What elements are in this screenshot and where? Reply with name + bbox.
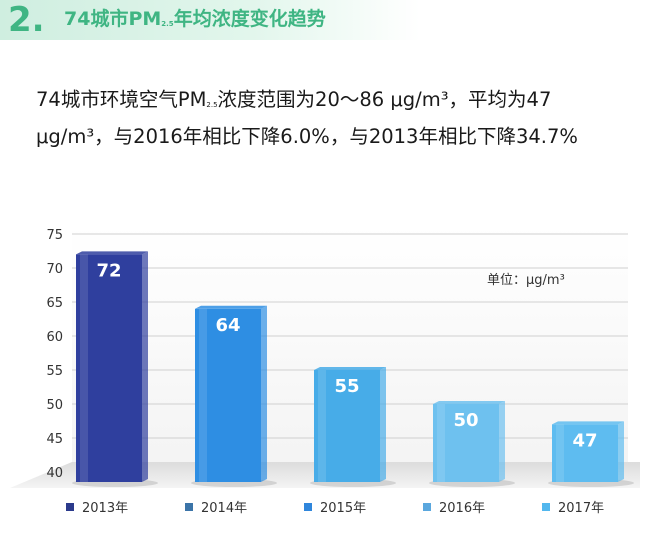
bar-side [142,251,148,482]
bar-chart: 40 45 50 55 60 65 70 75 72 64 55 50 47 单位：μg/m³ 201… [10,224,640,516]
bar-highlight [318,370,326,482]
summary-part2: 浓度范围为20～86 μg/m³，平均为47 μg/m³，与2016年相比下降6… [36,88,578,148]
bar-highlight [199,308,207,482]
bar-highlight [437,404,445,482]
title-main: 74城市PM [64,8,162,30]
title-rest: 年均浓度变化趋势 [173,8,326,30]
summary-subscript: 2.5 [206,101,218,109]
bar-top [552,421,624,425]
legend-swatch [304,503,312,511]
bar-top [314,367,386,370]
bar-side [261,305,267,482]
y-tick-label: 60 [46,330,63,345]
bar-value-label: 50 [453,410,478,431]
bar-value-label: 47 [572,430,597,451]
bar-value-label: 64 [215,315,240,336]
bar-group: 47 [548,421,634,487]
summary-part1: 74城市环境空气PM [36,88,207,111]
legend-label: 2017年 [558,501,604,516]
bar-group: 64 [191,305,277,487]
y-tick-label: 45 [46,432,63,447]
legend-swatch [66,503,74,511]
legend-swatch [542,503,550,511]
section-banner: 2. 74城市PM2.5年均浓度变化趋势 [0,0,420,40]
bar-group: 50 [429,401,515,487]
section-number: 2. [8,0,45,40]
bar-side [380,367,386,482]
bar-side [618,421,624,482]
bar [433,404,499,482]
bar [76,254,142,482]
bar-group: 55 [310,367,396,487]
bar-value-label: 55 [334,376,359,397]
legend-item: 2014年 [185,501,247,516]
bar-highlight [80,254,88,482]
title-subscript: 2.5 [161,20,174,28]
y-tick-label: 70 [46,262,63,277]
unit-label: 单位：μg/m³ [487,273,565,288]
bar [552,424,618,482]
y-tick-label: 50 [46,398,63,413]
bar-top [195,305,267,309]
y-axis-ticks: 40 45 50 55 60 65 70 75 [46,228,63,481]
y-tick-label: 40 [46,466,63,481]
legend-label: 2014年 [201,501,247,516]
bar [314,370,380,482]
legend-label: 2015年 [320,501,366,516]
bar-top [433,401,505,404]
legend-item: 2016年 [423,501,485,516]
y-tick-label: 75 [46,228,63,243]
summary-text: 74城市环境空气PM2.5浓度范围为20～86 μg/m³，平均为47 μg/m… [36,84,616,152]
y-tick-label: 65 [46,296,63,311]
bar-highlight [556,424,564,482]
legend-item: 2017年 [542,501,604,516]
legend-label: 2016年 [439,501,485,516]
bar [195,308,261,482]
bar-top [76,251,148,255]
bar-value-label: 72 [96,260,121,281]
bar-side [499,401,505,482]
legend-item: 2013年 [66,501,128,516]
legend-swatch [185,503,193,511]
legend-swatch [423,503,431,511]
legend-item: 2015年 [304,501,366,516]
bars: 72 64 55 50 47 [72,251,634,487]
legend: 2013年 2014年 2015年 2016年 2017年 [66,501,604,516]
y-tick-label: 55 [46,364,63,379]
section-title: 74城市PM2.5年均浓度变化趋势 [64,7,326,36]
legend-label: 2013年 [82,501,128,516]
bar-group: 72 [72,251,158,487]
